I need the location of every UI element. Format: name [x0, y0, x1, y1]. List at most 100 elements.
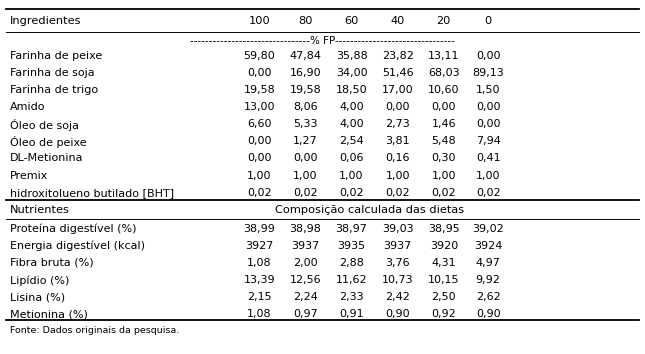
Text: 4,00: 4,00 — [339, 102, 364, 112]
Text: 5,33: 5,33 — [293, 119, 318, 129]
Text: 6,60: 6,60 — [247, 119, 272, 129]
Text: 19,58: 19,58 — [290, 85, 321, 95]
Text: 18,50: 18,50 — [336, 85, 368, 95]
Text: 10,60: 10,60 — [428, 85, 460, 95]
Text: 0: 0 — [484, 16, 491, 26]
Text: 23,82: 23,82 — [382, 51, 413, 61]
Text: 2,24: 2,24 — [293, 292, 318, 302]
Text: 0,02: 0,02 — [293, 188, 318, 198]
Text: Farinha de soja: Farinha de soja — [10, 68, 94, 78]
Text: 11,62: 11,62 — [336, 275, 368, 285]
Text: 34,00: 34,00 — [336, 68, 368, 78]
Text: Farinha de peixe: Farinha de peixe — [10, 51, 102, 61]
Text: 3927: 3927 — [245, 241, 273, 251]
Text: 10,15: 10,15 — [428, 275, 460, 285]
Text: Farinha de trigo: Farinha de trigo — [10, 85, 98, 95]
Text: 8,06: 8,06 — [293, 102, 318, 112]
Text: 2,42: 2,42 — [385, 292, 410, 302]
Text: 0,00: 0,00 — [476, 102, 501, 112]
Text: 12,56: 12,56 — [290, 275, 321, 285]
Text: Amido: Amido — [10, 102, 45, 112]
Text: 0,00: 0,00 — [247, 154, 272, 164]
Text: 80: 80 — [298, 16, 313, 26]
Text: 5,48: 5,48 — [432, 136, 456, 146]
Text: 0,02: 0,02 — [247, 188, 272, 198]
Text: 38,99: 38,99 — [243, 224, 275, 234]
Text: 4,97: 4,97 — [475, 258, 501, 268]
Text: 0,02: 0,02 — [339, 188, 364, 198]
Text: Fibra bruta (%): Fibra bruta (%) — [10, 258, 94, 268]
Text: 2,50: 2,50 — [432, 292, 456, 302]
Text: 47,84: 47,84 — [290, 51, 321, 61]
Text: Lisina (%): Lisina (%) — [10, 292, 64, 302]
Text: 3935: 3935 — [337, 241, 366, 251]
Text: Energia digestível (kcal): Energia digestível (kcal) — [10, 241, 144, 251]
Text: 1,00: 1,00 — [476, 171, 501, 181]
Text: 2,00: 2,00 — [293, 258, 318, 268]
Text: --------------------------------% FP--------------------------------: --------------------------------% FP----… — [190, 36, 455, 46]
Text: 1,00: 1,00 — [293, 171, 318, 181]
Text: 100: 100 — [248, 16, 270, 26]
Text: Ingredientes: Ingredientes — [10, 16, 81, 26]
Text: 1,08: 1,08 — [247, 258, 272, 268]
Text: Premix: Premix — [10, 171, 48, 181]
Text: 0,00: 0,00 — [476, 51, 501, 61]
Text: Proteína digestível (%): Proteína digestível (%) — [10, 224, 136, 234]
Text: 0,00: 0,00 — [293, 154, 318, 164]
Text: 0,92: 0,92 — [432, 309, 456, 319]
Text: 0,00: 0,00 — [476, 119, 501, 129]
Text: 2,54: 2,54 — [339, 136, 364, 146]
Text: 3,76: 3,76 — [386, 258, 410, 268]
Text: 2,62: 2,62 — [476, 292, 501, 302]
Text: Lipídio (%): Lipídio (%) — [10, 275, 69, 286]
Text: Metionina (%): Metionina (%) — [10, 309, 88, 319]
Text: 3920: 3920 — [430, 241, 458, 251]
Text: 0,00: 0,00 — [432, 102, 456, 112]
Text: 4,31: 4,31 — [432, 258, 456, 268]
Text: Fonte: Dados originais da pesquisa.: Fonte: Dados originais da pesquisa. — [10, 326, 179, 335]
Text: 3924: 3924 — [474, 241, 502, 251]
Text: 2,73: 2,73 — [385, 119, 410, 129]
Text: 0,02: 0,02 — [386, 188, 410, 198]
Text: 0,41: 0,41 — [476, 154, 501, 164]
Text: 2,33: 2,33 — [339, 292, 364, 302]
Text: 0,02: 0,02 — [432, 188, 456, 198]
Text: 1,46: 1,46 — [432, 119, 456, 129]
Text: 0,91: 0,91 — [339, 309, 364, 319]
Text: 1,00: 1,00 — [432, 171, 456, 181]
Text: 0,00: 0,00 — [247, 68, 272, 78]
Text: 1,00: 1,00 — [386, 171, 410, 181]
Text: Nutrientes: Nutrientes — [10, 205, 70, 215]
Text: 40: 40 — [390, 16, 405, 26]
Text: Óleo de peixe: Óleo de peixe — [10, 136, 86, 148]
Text: 0,90: 0,90 — [386, 309, 410, 319]
Text: 0,16: 0,16 — [386, 154, 410, 164]
Text: 39,03: 39,03 — [382, 224, 413, 234]
Text: 0,97: 0,97 — [293, 309, 318, 319]
Text: 13,00: 13,00 — [244, 102, 275, 112]
Text: 39,02: 39,02 — [472, 224, 504, 234]
Text: 13,11: 13,11 — [428, 51, 460, 61]
Text: 1,27: 1,27 — [293, 136, 318, 146]
Text: 3937: 3937 — [384, 241, 412, 251]
Text: 0,30: 0,30 — [432, 154, 456, 164]
Text: 38,97: 38,97 — [335, 224, 368, 234]
Text: 59,80: 59,80 — [243, 51, 275, 61]
Text: 51,46: 51,46 — [382, 68, 413, 78]
Text: 60: 60 — [344, 16, 359, 26]
Text: 89,13: 89,13 — [472, 68, 504, 78]
Text: DL-Metionina: DL-Metionina — [10, 154, 83, 164]
Text: 0,90: 0,90 — [476, 309, 501, 319]
Text: 0,00: 0,00 — [386, 102, 410, 112]
Text: 2,15: 2,15 — [247, 292, 272, 302]
Text: Composição calculada das dietas: Composição calculada das dietas — [275, 205, 464, 215]
Text: 7,94: 7,94 — [475, 136, 501, 146]
Text: 3937: 3937 — [292, 241, 319, 251]
Text: 35,88: 35,88 — [335, 51, 368, 61]
Text: 68,03: 68,03 — [428, 68, 460, 78]
Text: 9,92: 9,92 — [475, 275, 501, 285]
Text: 3,81: 3,81 — [386, 136, 410, 146]
Text: Óleo de soja: Óleo de soja — [10, 119, 79, 131]
Text: 38,95: 38,95 — [428, 224, 460, 234]
Text: 13,39: 13,39 — [243, 275, 275, 285]
